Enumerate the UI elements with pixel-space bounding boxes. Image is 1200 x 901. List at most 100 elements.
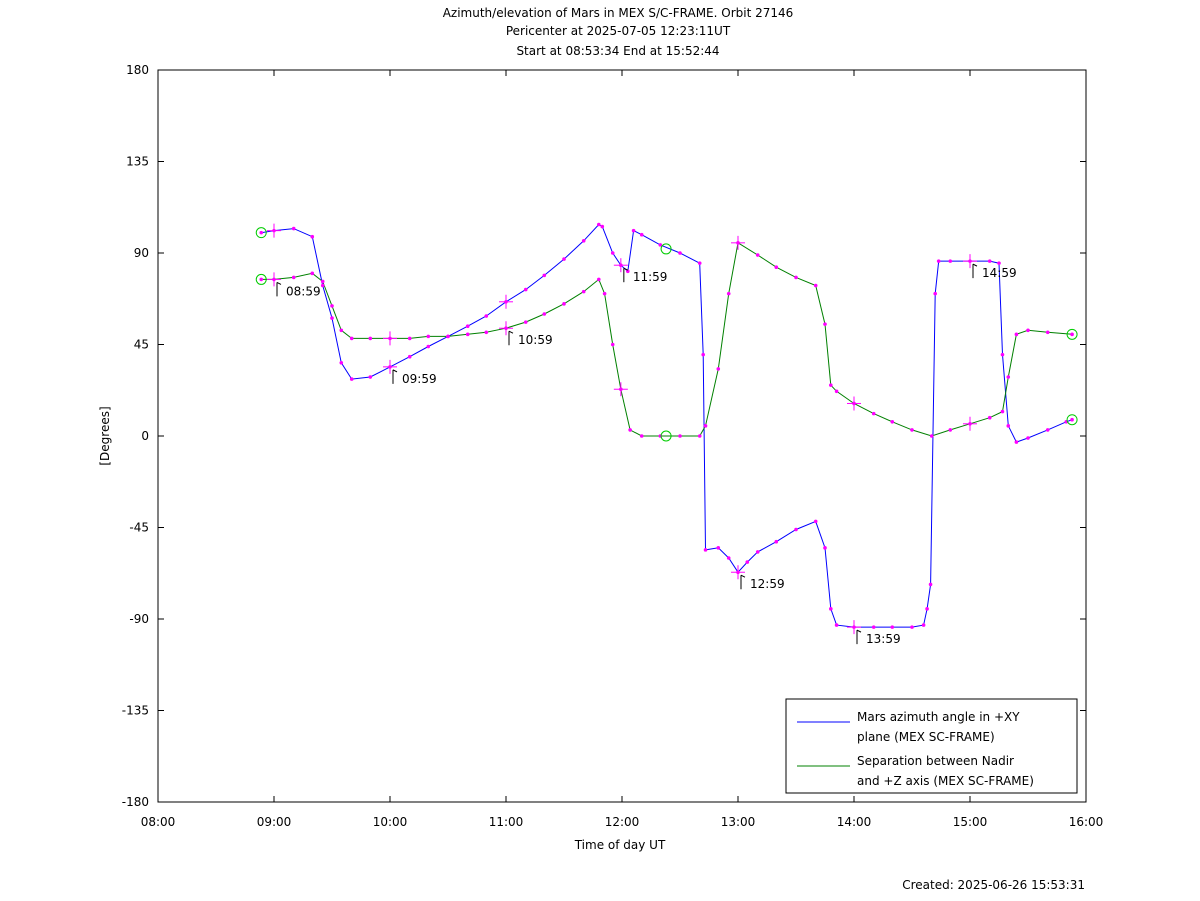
sample-point <box>581 289 586 294</box>
y-tick-label: -180 <box>122 795 149 809</box>
sample-point <box>597 277 601 282</box>
x-tick-label: 12:00 <box>605 815 640 829</box>
sample-point <box>658 243 663 247</box>
y-tick-label: -45 <box>129 521 149 535</box>
sample-point <box>987 259 992 263</box>
time-annotation-hook <box>740 574 746 578</box>
sample-point <box>890 625 895 629</box>
sample-point <box>794 527 798 532</box>
time-annotation-hook <box>276 281 282 285</box>
time-annotation-label: 14:59 <box>982 266 1017 280</box>
legend: Mars azimuth angle in +XY plane (MEX SC-… <box>785 698 1078 794</box>
plot-frame <box>157 69 1087 803</box>
y-tick-label: 90 <box>134 246 149 260</box>
time-annotation-label: 09:59 <box>402 372 437 386</box>
plus-marker <box>267 272 281 287</box>
legend-label-azimuth-line-2: plane (MEX SC-FRAME) <box>857 730 995 744</box>
sample-point <box>1006 375 1011 379</box>
sample-point <box>339 361 344 365</box>
sample-point <box>349 336 354 341</box>
sample-point <box>626 269 630 274</box>
y-tick-label: 45 <box>134 338 149 352</box>
plus-marker <box>383 331 397 346</box>
sample-point <box>813 283 818 288</box>
sample-point <box>716 367 721 371</box>
plus-marker <box>963 254 977 269</box>
chart-title-line-3: Start at 08:53:34 End at 15:52:44 <box>516 44 719 58</box>
time-annotation-label: 13:59 <box>866 632 901 646</box>
sample-point <box>1014 440 1019 444</box>
x-axis-label: Time of day UT <box>574 838 666 852</box>
sample-point <box>823 546 827 550</box>
sample-point <box>465 324 470 329</box>
y-axis-label: [Degrees] <box>98 406 112 465</box>
sample-point <box>1006 424 1011 428</box>
sample-point <box>320 283 325 288</box>
time-annotation-hook <box>392 369 398 373</box>
circle-marker <box>660 243 672 255</box>
sample-point <box>925 607 929 611</box>
sample-point <box>339 328 344 333</box>
chart-title: Azimuth/elevation of Mars in MEX S/C-FRA… <box>443 6 794 58</box>
axis-ticks: 08:00 09:00 10:00 11:00 12:00 13:00 14:00 15:00… <box>122 63 1104 829</box>
time-annotation-label: 10:59 <box>518 333 553 347</box>
sample-point <box>542 273 547 278</box>
plus-marker <box>847 620 861 635</box>
sample-point <box>716 546 721 550</box>
time-annotation: 12:59 <box>740 574 785 591</box>
sample-point <box>330 304 334 308</box>
sample-point <box>310 271 315 276</box>
sample-point <box>703 548 708 552</box>
sample-point <box>678 251 682 255</box>
sample-point <box>834 389 839 394</box>
sample-point <box>484 330 489 335</box>
sample-point <box>703 424 708 428</box>
x-tick-label: 11:00 <box>489 815 524 829</box>
sample-point <box>726 556 731 560</box>
sample-point <box>259 277 264 282</box>
sample-point <box>997 261 1001 265</box>
time-annotation: 09:59 <box>392 369 437 386</box>
plus-marker <box>731 235 745 250</box>
time-annotation: 13:59 <box>856 629 901 646</box>
sample-point <box>813 519 818 524</box>
sample-point <box>910 625 914 629</box>
sample-point <box>910 428 914 432</box>
y-tick-label: 0 <box>141 429 149 443</box>
sample-point <box>936 259 941 263</box>
time-annotation: 11:59 <box>623 267 667 284</box>
plus-marker <box>383 359 397 374</box>
time-annotation-hook <box>972 263 978 267</box>
sample-point <box>871 411 876 416</box>
sample-point <box>948 259 953 263</box>
sample-point <box>933 291 937 296</box>
plus-marker <box>499 321 513 336</box>
sample-point <box>726 291 731 296</box>
sample-point <box>631 228 636 233</box>
sample-point <box>310 234 315 239</box>
sample-point <box>678 434 682 438</box>
circle-marker <box>1066 414 1078 426</box>
sample-point <box>407 354 412 359</box>
time-annotation-hook <box>508 330 514 334</box>
circle-marker <box>255 273 267 285</box>
sample-point <box>628 428 632 432</box>
sample-point <box>426 344 431 349</box>
sample-point <box>426 334 431 339</box>
sample-point <box>368 336 373 341</box>
marker-layer: 08:59 09:59 10:59 11:59 12:59 13:59 14:59 <box>255 222 1078 646</box>
time-annotation: 14:59 <box>972 263 1017 280</box>
x-tick-label: 16:00 <box>1069 815 1104 829</box>
legend-label-separation-line-1: Separation between Nadir <box>857 754 1014 768</box>
circle-marker <box>1066 328 1078 340</box>
legend-label-azimuth-line-1: Mars azimuth angle in +XY <box>857 710 1020 724</box>
plus-marker <box>267 223 281 238</box>
sample-point <box>829 607 833 611</box>
sample-point <box>890 419 895 424</box>
sample-point <box>602 291 607 296</box>
sample-point <box>1000 352 1005 357</box>
plus-marker <box>613 382 628 397</box>
sample-point <box>523 287 528 292</box>
sample-point <box>823 322 827 326</box>
x-tick-label: 10:00 <box>373 815 408 829</box>
